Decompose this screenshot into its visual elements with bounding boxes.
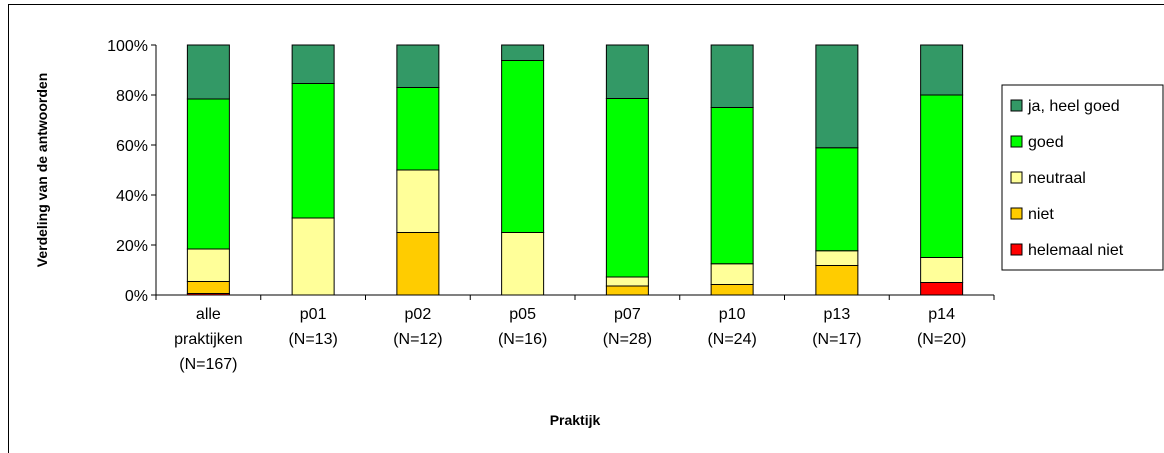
x-tick-label: p02: [405, 306, 432, 323]
bar-segment: [396, 87, 440, 171]
legend-swatch: [1010, 99, 1023, 112]
bar-segment: [186, 98, 230, 250]
x-tick-label: (N=28): [603, 331, 652, 348]
legend: ja, heel goed goed neutraal niet helemaal ni…: [1001, 84, 1164, 271]
stacked-bar-chart: 0% 20% 40% 60% 80% 100% alle praktijken (N=167)…: [34, 38, 1164, 428]
bar-segment: [186, 281, 230, 294]
chart-frame: 0% 20% 40% 60% 80% 100% alle praktijken (N=167)…: [8, 4, 1164, 453]
bar-segment: [396, 44, 440, 88]
y-tick-label: 100%: [107, 38, 148, 55]
bar-segment: [815, 44, 859, 149]
x-tick-label: praktijken: [174, 331, 242, 348]
bar-segment: [815, 147, 859, 252]
x-tick-label: p13: [824, 306, 851, 323]
bar-segment: [920, 282, 964, 296]
bar-segment: [291, 217, 335, 296]
y-tick-label: 20%: [116, 238, 148, 255]
bar-segment: [920, 94, 964, 258]
x-axis-title: Praktijk: [550, 412, 601, 428]
bar-segment: [710, 44, 754, 108]
y-axis-title: Verdeling van de antwoorden: [34, 73, 50, 267]
x-tick-label: (N=16): [498, 331, 547, 348]
x-tick-label: p07: [614, 306, 641, 323]
x-tick-label: p14: [928, 306, 955, 323]
x-tick-label: (N=167): [179, 356, 237, 373]
x-tick-labels: alle praktijken (N=167) p01 (N=13) p02 (N=12) p…: [174, 306, 966, 373]
bar-segment: [920, 44, 964, 96]
x-tick-label: (N=24): [707, 331, 756, 348]
bar-segment: [710, 107, 754, 265]
bar-segment: [605, 276, 649, 287]
legend-box: [1001, 84, 1164, 271]
bar-segment: [920, 257, 964, 283]
legend-swatch: [1010, 207, 1023, 220]
x-tick-label: (N=20): [917, 331, 966, 348]
x-tick-label: p01: [300, 306, 327, 323]
bar-segment: [605, 98, 649, 278]
x-tick-label: (N=17): [812, 331, 861, 348]
bar-segment: [501, 44, 545, 61]
bar-segment: [605, 285, 649, 296]
y-axis-ticks: 0% 20% 40% 60% 80% 100%: [107, 38, 156, 305]
legend-swatch: [1010, 171, 1023, 184]
bar-segment: [186, 248, 230, 282]
x-tick-label: alle: [196, 306, 221, 323]
bar-segment: [501, 232, 545, 296]
bar-segment: [396, 169, 440, 233]
legend-swatch: [1010, 135, 1023, 148]
legend-label: niet: [1028, 206, 1054, 223]
y-tick-label: 40%: [116, 188, 148, 205]
bar-segment: [710, 263, 754, 285]
legend-label: goed: [1028, 134, 1064, 151]
legend-label: ja, heel goed: [1027, 98, 1120, 115]
legend-swatch: [1010, 243, 1023, 256]
bar-segment: [396, 232, 440, 296]
bar-segment: [710, 284, 754, 296]
legend-label: neutraal: [1028, 170, 1086, 187]
bar-segment: [815, 265, 859, 296]
bars: [186, 44, 964, 296]
y-tick-label: 60%: [116, 138, 148, 155]
bar-segment: [186, 44, 230, 100]
x-tick-label: (N=13): [288, 331, 337, 348]
axes: [155, 45, 995, 300]
x-tick-label: p10: [719, 306, 746, 323]
legend-label: helemaal niet: [1028, 242, 1124, 259]
bar-segment: [291, 44, 335, 84]
bar-segment: [815, 250, 859, 266]
bar-segment: [501, 60, 545, 233]
y-tick-label: 80%: [116, 88, 148, 105]
x-tick-label: p05: [509, 306, 536, 323]
x-tick-label: (N=12): [393, 331, 442, 348]
bar-segment: [291, 83, 335, 219]
y-tick-label: 0%: [125, 288, 148, 305]
bar-segment: [605, 44, 649, 99]
